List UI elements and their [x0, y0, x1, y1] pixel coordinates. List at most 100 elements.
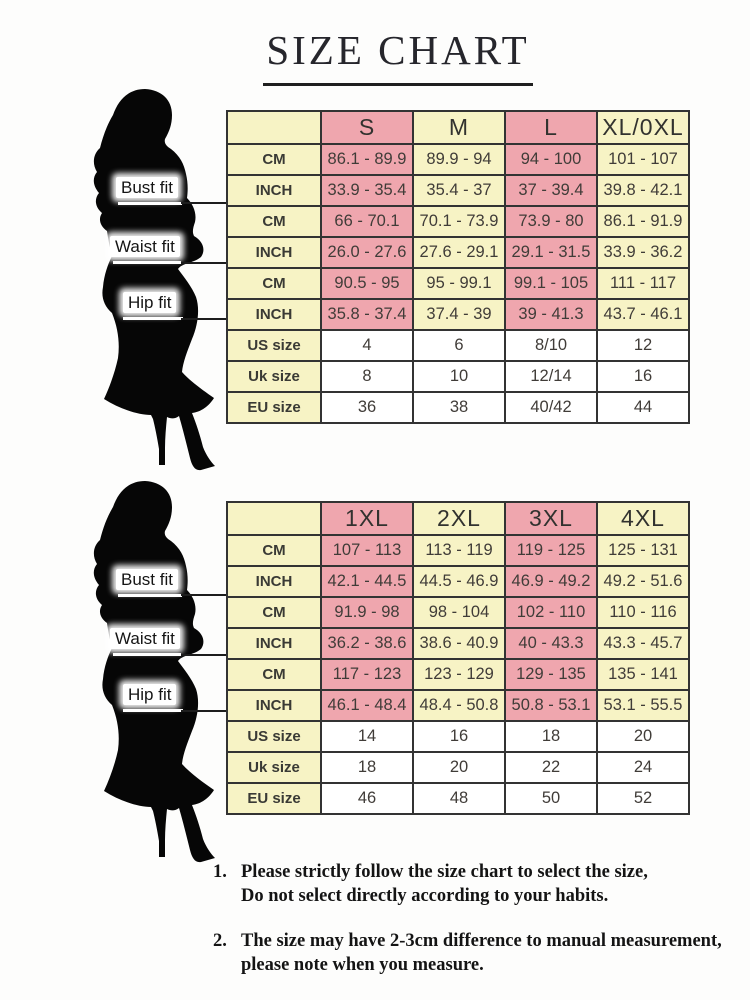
size-column-header: XL/0XL: [596, 110, 690, 145]
waist-fit-connector-line: [181, 654, 227, 656]
size-value-cell: 53.1 - 55.5: [596, 689, 690, 722]
bust-fit-underline: [118, 594, 182, 597]
hip-fit-connector-line: [181, 318, 227, 320]
size-value-cell: 49.2 - 51.6: [596, 565, 690, 598]
size-value-cell: 35.4 - 37: [412, 174, 506, 207]
size-value-cell: 46.1 - 48.4: [320, 689, 414, 722]
row-label: CM: [226, 143, 322, 176]
size-value-cell: 12/14: [504, 360, 598, 393]
size-value-cell: 101 - 107: [596, 143, 690, 176]
row-label: INCH: [226, 298, 322, 331]
size-value-cell: 94 - 100: [504, 143, 598, 176]
size-value-cell: 29.1 - 31.5: [504, 236, 598, 269]
hip-fit-underline: [123, 709, 183, 712]
table-row: EU size 36 38 40/42 44: [226, 391, 690, 424]
size-value-cell: 35.8 - 37.4: [320, 298, 414, 331]
note-line: Please strictly follow the size chart to…: [241, 862, 648, 882]
woman-silhouette-figure-1: Bust fit Waist fit Hip fit: [70, 85, 230, 475]
size-value-cell: 99.1 - 105: [504, 267, 598, 300]
size-value-cell: 48.4 - 50.8: [412, 689, 506, 722]
waist-fit-underline: [113, 261, 181, 264]
size-value-cell: 40 - 43.3: [504, 627, 598, 660]
table-row: INCH 36.2 - 38.6 38.6 - 40.9 40 - 43.3 43.3 …: [226, 627, 690, 660]
size-value-cell: 39 - 41.3: [504, 298, 598, 331]
size-value-cell: 46.9 - 49.2: [504, 565, 598, 598]
size-value-cell: 43.3 - 45.7: [596, 627, 690, 660]
note-line: please note when you measure.: [241, 955, 484, 975]
size-column-header: 3XL: [504, 501, 598, 536]
row-label: CM: [226, 534, 322, 567]
size-value-cell: 20: [412, 751, 506, 784]
row-label: CM: [226, 267, 322, 300]
note-text: Please strictly follow the size chart to…: [241, 860, 748, 908]
size-value-cell: 38.6 - 40.9: [412, 627, 506, 660]
size-value-cell: 6: [412, 329, 506, 362]
table-row: CM 91.9 - 98 98 - 104 102 - 110 110 - 116: [226, 596, 690, 629]
size-column-header: L: [504, 110, 598, 145]
woman-silhouette-figure-2: Bust fit Waist fit Hip fit: [70, 477, 230, 867]
size-value-cell: 48: [412, 782, 506, 815]
size-column-header: S: [320, 110, 414, 145]
size-value-cell: 18: [504, 720, 598, 753]
row-label: Uk size: [226, 751, 322, 784]
row-label: US size: [226, 329, 322, 362]
table-row: INCH 46.1 - 48.4 48.4 - 50.8 50.8 - 53.1 53.…: [226, 689, 690, 722]
waist-fit-connector-line: [181, 262, 227, 264]
size-value-cell: 10: [412, 360, 506, 393]
row-label: INCH: [226, 174, 322, 207]
bust-fit-connector-line: [181, 594, 227, 596]
size-value-cell: 117 - 123: [320, 658, 414, 691]
size-value-cell: 36.2 - 38.6: [320, 627, 414, 660]
size-value-cell: 50.8 - 53.1: [504, 689, 598, 722]
size-value-cell: 8/10: [504, 329, 598, 362]
table-row: EU size 46 48 50 52: [226, 782, 690, 815]
row-label: INCH: [226, 689, 322, 722]
bust-fit-label: Bust fit: [116, 177, 178, 198]
page-title: SIZE CHART: [208, 26, 588, 86]
table-row: INCH 42.1 - 44.5 44.5 - 46.9 46.9 - 49.2 49.…: [226, 565, 690, 598]
woman-silhouette-icon: [93, 481, 215, 863]
size-value-cell: 46: [320, 782, 414, 815]
size-value-cell: 36: [320, 391, 414, 424]
size-value-cell: 135 - 141: [596, 658, 690, 691]
size-value-cell: 4: [320, 329, 414, 362]
size-value-cell: 119 - 125: [504, 534, 598, 567]
row-label: EU size: [226, 391, 322, 424]
size-value-cell: 98 - 104: [412, 596, 506, 629]
page-title-text: SIZE CHART: [263, 26, 533, 86]
hip-fit-label: Hip fit: [123, 684, 177, 705]
size-value-cell: 73.9 - 80: [504, 205, 598, 238]
row-label: INCH: [226, 236, 322, 269]
size-value-cell: 113 - 119: [412, 534, 506, 567]
row-label: CM: [226, 596, 322, 629]
size-value-cell: 37.4 - 39: [412, 298, 506, 331]
size-header-row: 1XL 2XL 3XL 4XL: [226, 501, 690, 536]
size-value-cell: 12: [596, 329, 690, 362]
size-value-cell: 44: [596, 391, 690, 424]
note-line: Do not select directly according to your…: [241, 886, 609, 906]
note-item: 2. The size may have 2-3cm difference to…: [213, 929, 748, 977]
bust-fit-underline: [118, 202, 182, 205]
table-row: CM 107 - 113 113 - 119 119 - 125 125 - 131: [226, 534, 690, 567]
note-number: 1.: [213, 862, 227, 882]
size-value-cell: 43.7 - 46.1: [596, 298, 690, 331]
size-value-cell: 33.9 - 35.4: [320, 174, 414, 207]
size-value-cell: 42.1 - 44.5: [320, 565, 414, 598]
note-number: 2.: [213, 931, 227, 951]
table-row: CM 117 - 123 123 - 129 129 - 135 135 - 141: [226, 658, 690, 691]
size-value-cell: 86.1 - 89.9: [320, 143, 414, 176]
hip-fit-label: Hip fit: [123, 292, 177, 313]
table-row: US size 4 6 8/10 12: [226, 329, 690, 362]
table-row: Uk size 18 20 22 24: [226, 751, 690, 784]
size-table-plus: 1XL 2XL 3XL 4XL CM 107 - 113 113 - 119 119 - 1…: [226, 501, 690, 815]
size-column-header: M: [412, 110, 506, 145]
size-value-cell: 86.1 - 91.9: [596, 205, 690, 238]
size-value-cell: 50: [504, 782, 598, 815]
row-label: Uk size: [226, 360, 322, 393]
size-value-cell: 37 - 39.4: [504, 174, 598, 207]
corner-cell: [226, 110, 322, 145]
size-value-cell: 102 - 110: [504, 596, 598, 629]
waist-fit-underline: [113, 653, 181, 656]
size-value-cell: 91.9 - 98: [320, 596, 414, 629]
